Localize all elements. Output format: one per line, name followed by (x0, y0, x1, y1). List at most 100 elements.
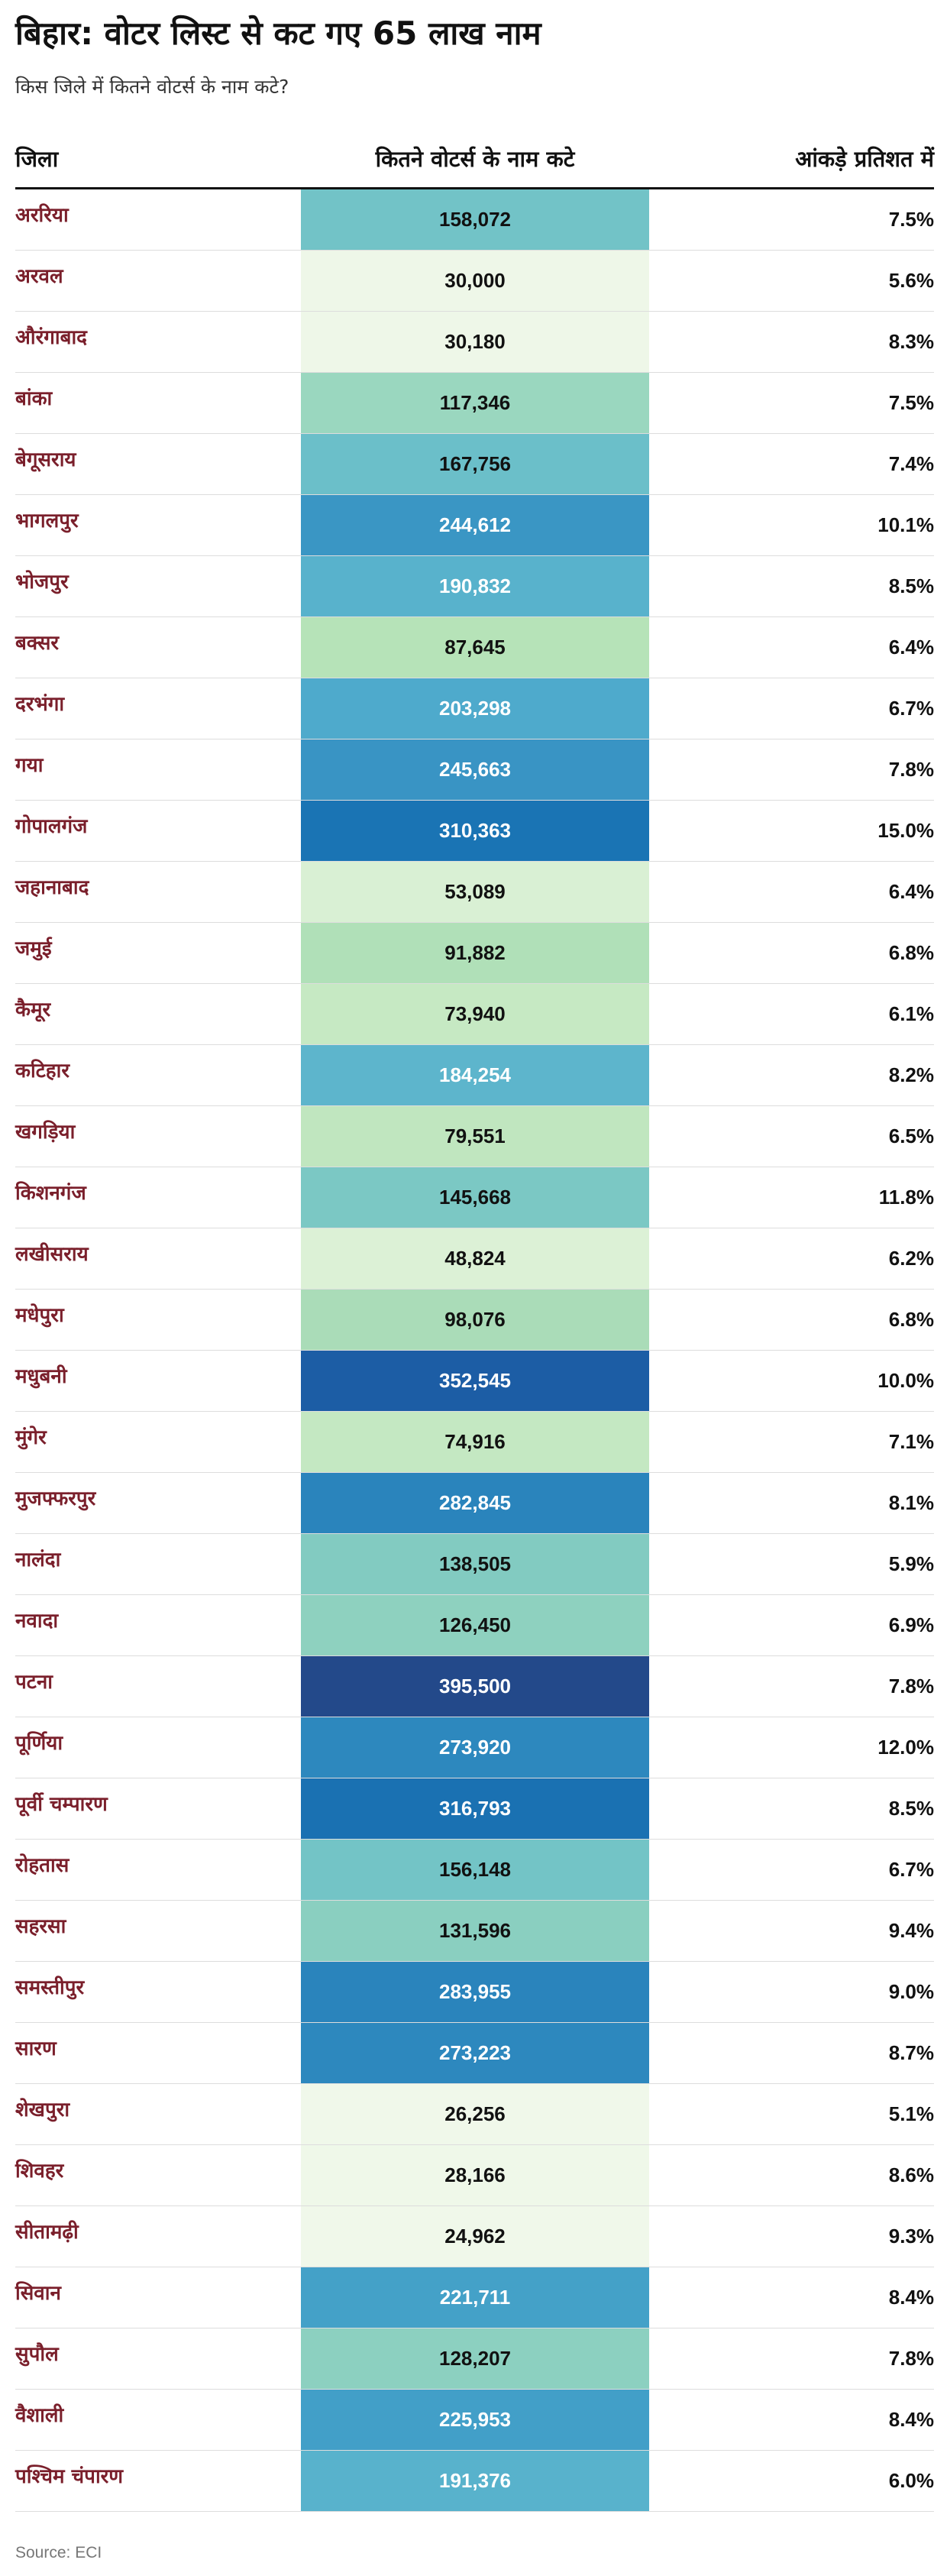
district-name: समस्तीपुर (15, 1976, 85, 1999)
percent-value: 11.8% (878, 1186, 934, 1209)
percent-value: 6.9% (888, 1613, 934, 1636)
district-name: अरवल (15, 265, 63, 288)
table-row: भागलपुर 244,612 10.1% (15, 495, 934, 556)
district-name: सिवान (15, 2282, 61, 2305)
removed-count-cell: 190,832 (301, 556, 649, 616)
table-row: शिवहर 28,166 8.6% (15, 2145, 934, 2206)
removed-count-cell: 24,962 (301, 2206, 649, 2267)
district-name: औरंगाबाद (15, 326, 87, 349)
removed-count-cell: 30,000 (301, 251, 649, 311)
percent-value: 7.5% (888, 391, 934, 414)
table-row: पूर्वी चम्पारण 316,793 8.5% (15, 1778, 934, 1840)
table-row: लखीसराय 48,824 6.2% (15, 1228, 934, 1290)
table-row: मधेपुरा 98,076 6.8% (15, 1290, 934, 1351)
percent-value: 7.5% (888, 208, 934, 231)
removed-count-cell: 145,668 (301, 1167, 649, 1228)
percent-value: 8.4% (888, 2408, 934, 2431)
removed-count-cell: 310,363 (301, 801, 649, 861)
table-row: जहानाबाद 53,089 6.4% (15, 862, 934, 923)
district-name: अररिया (15, 204, 69, 227)
percent-value: 7.8% (888, 1675, 934, 1697)
removed-count-cell: 53,089 (301, 862, 649, 922)
percent-value: 9.0% (888, 1980, 934, 2003)
removed-count-cell: 126,450 (301, 1595, 649, 1655)
table-row: गया 245,663 7.8% (15, 739, 934, 801)
table-row: सहरसा 131,596 9.4% (15, 1901, 934, 1962)
district-name: जमुई (15, 937, 52, 960)
table-row: गोपालगंज 310,363 15.0% (15, 801, 934, 862)
percent-value: 6.5% (888, 1125, 934, 1147)
table-row: खगड़िया 79,551 6.5% (15, 1106, 934, 1167)
removed-count-cell: 158,072 (301, 189, 649, 250)
removed-count-cell: 167,756 (301, 434, 649, 494)
table-row: सारण 273,223 8.7% (15, 2023, 934, 2084)
removed-count-cell: 48,824 (301, 1228, 649, 1289)
removed-count-cell: 184,254 (301, 1045, 649, 1105)
table-row: भोजपुर 190,832 8.5% (15, 556, 934, 617)
removed-count-cell: 282,845 (301, 1473, 649, 1533)
district-name: किशनगंज (15, 1182, 86, 1205)
table-row: सुपौल 128,207 7.8% (15, 2328, 934, 2390)
percent-value: 5.6% (888, 269, 934, 292)
percent-value: 9.4% (888, 1919, 934, 1942)
chart-title: बिहार: वोटर लिस्ट से कट गए 65 लाख नाम (15, 15, 541, 52)
removed-count-cell: 73,940 (301, 984, 649, 1044)
district-name: मुंगेर (15, 1426, 47, 1449)
removed-count-cell: 283,955 (301, 1962, 649, 2022)
removed-count-cell: 30,180 (301, 312, 649, 372)
district-name: मधेपुरा (15, 1304, 64, 1327)
percent-value: 8.6% (888, 2163, 934, 2186)
chart-subtitle: किस जिले में कितने वोटर्स के नाम कटे? (15, 76, 289, 98)
district-name: गया (15, 754, 44, 777)
table-row: समस्तीपुर 283,955 9.0% (15, 1962, 934, 2023)
table-row: पटना 395,500 7.8% (15, 1656, 934, 1717)
percent-value: 5.9% (888, 1552, 934, 1575)
district-name: भोजपुर (15, 571, 69, 594)
table-row: रोहतास 156,148 6.7% (15, 1840, 934, 1901)
district-name: नालंदा (15, 1549, 61, 1571)
table-row: औरंगाबाद 30,180 8.3% (15, 312, 934, 373)
percent-value: 6.8% (888, 1308, 934, 1331)
percent-value: 7.8% (888, 758, 934, 781)
table-row: जमुई 91,882 6.8% (15, 923, 934, 984)
percent-value: 5.1% (888, 2102, 934, 2125)
district-name: मुजफ्फरपुर (15, 1487, 96, 1510)
percent-value: 7.8% (888, 2347, 934, 2370)
district-name: मधुबनी (15, 1365, 67, 1388)
percent-value: 8.5% (888, 1797, 934, 1820)
table-header: जिला कितने वोटर्स के नाम कटे आंकड़े प्रत… (15, 130, 934, 189)
percent-value: 8.2% (888, 1063, 934, 1086)
removed-count-cell: 221,711 (301, 2267, 649, 2328)
table-row: पूर्णिया 273,920 12.0% (15, 1717, 934, 1778)
percent-value: 6.7% (888, 1858, 934, 1881)
district-name: पटना (15, 1671, 53, 1694)
percent-value: 7.4% (888, 452, 934, 475)
removed-count-cell: 79,551 (301, 1106, 649, 1167)
removed-count-cell: 26,256 (301, 2084, 649, 2144)
removed-count-cell: 395,500 (301, 1656, 649, 1717)
table-row: सीतामढ़ी 24,962 9.3% (15, 2206, 934, 2267)
table-row: वैशाली 225,953 8.4% (15, 2390, 934, 2451)
table-row: मुंगेर 74,916 7.1% (15, 1412, 934, 1473)
removed-count-cell: 352,545 (301, 1351, 649, 1411)
source-note: Source: ECI (15, 2544, 102, 2561)
district-name: वैशाली (15, 2404, 64, 2427)
removed-count-cell: 117,346 (301, 373, 649, 433)
percent-value: 6.4% (888, 636, 934, 659)
percent-value: 8.3% (888, 330, 934, 353)
removed-count-cell: 273,920 (301, 1717, 649, 1778)
district-name: रोहतास (15, 1854, 69, 1877)
removed-count-cell: 131,596 (301, 1901, 649, 1961)
district-name: कटिहार (15, 1060, 69, 1083)
percent-value: 6.4% (888, 880, 934, 903)
table-row: अररिया 158,072 7.5% (15, 189, 934, 251)
district-name: कैमूर (15, 998, 51, 1021)
removed-count-cell: 245,663 (301, 739, 649, 800)
table-row: कटिहार 184,254 8.2% (15, 1045, 934, 1106)
district-name: सीतामढ़ी (15, 2221, 79, 2244)
column-header-district: जिला (15, 146, 59, 172)
district-name: गोपालगंज (15, 815, 88, 838)
district-name: सुपौल (15, 2343, 59, 2366)
district-name: पूर्णिया (15, 1732, 63, 1755)
